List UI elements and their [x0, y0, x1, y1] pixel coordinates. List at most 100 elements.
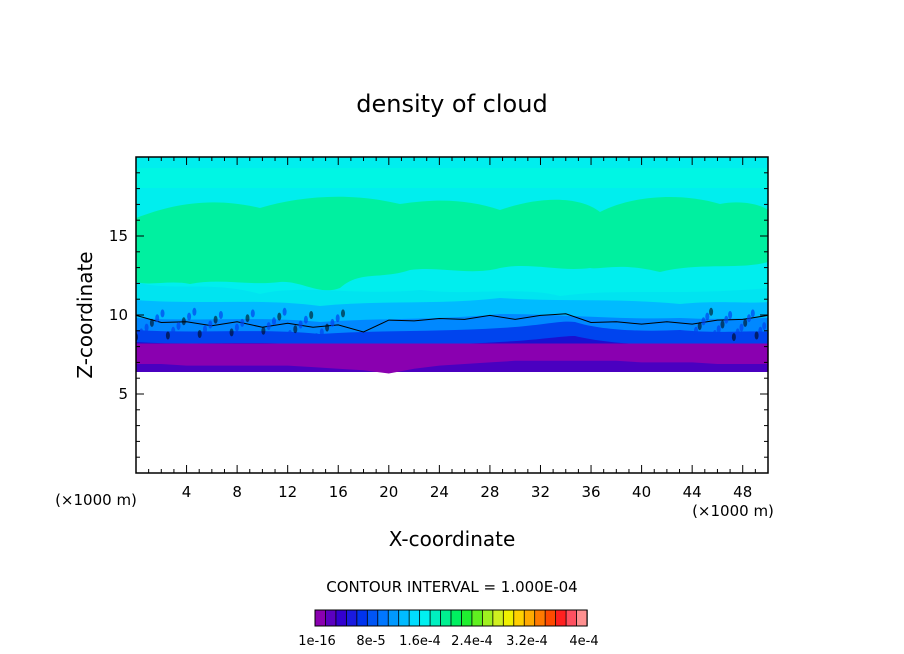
turbulence-mark — [266, 322, 271, 331]
turbulence-mark — [694, 326, 698, 335]
turbulence-mark — [716, 325, 721, 334]
y-tick-label: 15 — [109, 227, 128, 245]
turbulence-mark — [171, 326, 176, 335]
turbulence-mark — [277, 312, 282, 321]
turbulence-mark — [250, 309, 255, 318]
turbulence-mark — [697, 322, 702, 331]
turbulence-mark — [218, 311, 223, 319]
turbulence-mark — [330, 318, 335, 327]
x-tick-label: 16 — [329, 483, 348, 501]
colorbar-swatch — [398, 609, 410, 627]
turbulence-mark — [303, 315, 308, 324]
colorbar-label: 3.2e-4 — [506, 634, 548, 649]
colorbar-swatch — [492, 609, 505, 627]
colorbar-swatch — [345, 609, 358, 627]
colorbar-label: 1.6e-4 — [399, 634, 441, 649]
colorbar-swatch — [461, 609, 473, 627]
turbulence-mark — [155, 314, 160, 323]
colorbar-swatch — [440, 609, 452, 627]
colorbar-swatch — [377, 609, 389, 627]
turbulence-mark — [144, 323, 149, 332]
y-axis: 5 10 15 — [109, 172, 768, 458]
colorbar-swatch — [314, 609, 327, 627]
turbulence-mark — [139, 328, 144, 337]
colorbar-frame — [314, 609, 588, 627]
x-tick-label: 12 — [278, 483, 297, 501]
x-tick-label: 8 — [232, 483, 242, 501]
turbulence-mark — [754, 331, 759, 340]
turbulence-mark — [234, 323, 239, 332]
colorbar — [314, 609, 588, 627]
turbulence-mark — [762, 322, 767, 331]
turbulence-mark — [325, 323, 330, 332]
colorbar-swatch — [408, 609, 421, 627]
colorbar-swatch — [481, 609, 494, 627]
colorbar-swatch — [523, 609, 536, 627]
turbulence-mark — [724, 315, 729, 324]
turbulence-mark — [261, 326, 266, 335]
colorbar-swatch — [419, 609, 431, 627]
turbulence-mark — [187, 312, 192, 321]
x-units-left: (×1000 m) — [55, 491, 137, 509]
colorbar-swatch — [450, 609, 463, 627]
turbulence-mark — [341, 309, 345, 318]
y-tick-label: 5 — [118, 385, 128, 403]
turbulence-mark — [743, 318, 748, 327]
x-axis-label: X-coordinate — [389, 527, 516, 551]
turbulence-mark — [314, 333, 319, 342]
turbulence-mark — [712, 330, 717, 338]
field-upper-layer — [136, 168, 768, 188]
x-tick-label: 24 — [430, 483, 449, 501]
turbulence-mark — [176, 322, 181, 331]
turbulence-mark — [709, 307, 714, 316]
colorbar-label: 2.4e-4 — [451, 634, 493, 649]
turbulence-mark — [739, 323, 744, 332]
colorbar-swatch — [513, 609, 525, 627]
turbulence-mark — [288, 330, 292, 338]
turbulence-mark — [731, 333, 736, 342]
y-axis-label: Z-coordinate — [73, 251, 97, 378]
turbulence-mark — [229, 328, 234, 337]
x-units-right: (×1000 m) — [692, 502, 774, 520]
turbulence-mark — [165, 331, 170, 340]
cloud-top-contour — [136, 313, 768, 333]
turbulence-mark — [272, 317, 276, 326]
turbulence-mark — [750, 309, 755, 318]
turbulence-mark — [728, 311, 733, 319]
x-tick-label: 36 — [581, 483, 600, 501]
edge-turbulence — [136, 307, 767, 342]
x-tick-label: 4 — [182, 483, 192, 501]
field-band-violet — [136, 343, 768, 374]
x-tick-label: 44 — [683, 483, 702, 501]
field-layers — [136, 157, 768, 374]
turbulence-mark — [735, 328, 740, 337]
y-tick-label: 10 — [109, 306, 128, 324]
turbulence-mark — [245, 314, 250, 323]
turbulence-mark — [701, 317, 706, 326]
turbulence-mark — [197, 330, 202, 338]
turbulence-mark — [149, 318, 154, 327]
colorbar-swatch — [576, 609, 588, 627]
turbulence-mark — [705, 312, 710, 321]
contour-interval-label: CONTOUR INTERVAL = 1.000E-04 — [326, 578, 577, 596]
turbulence-mark — [192, 307, 197, 316]
x-tick-label: 28 — [480, 483, 499, 501]
colorbar-swatch — [325, 609, 337, 627]
colorbar-swatch — [544, 609, 557, 627]
turbulence-mark — [319, 328, 324, 337]
x-tick-label: 32 — [531, 483, 550, 501]
turbulence-mark — [747, 314, 751, 323]
turbulence-mark — [213, 315, 218, 324]
colorbar-label: 8e-5 — [356, 634, 385, 649]
colorbar-label: 4e-4 — [569, 634, 598, 649]
turbulence-mark — [282, 307, 287, 316]
colorbar-swatch — [335, 609, 348, 627]
colorbar-swatch — [565, 609, 578, 627]
turbulence-mark — [298, 320, 303, 329]
chart-title: density of cloud — [356, 90, 547, 118]
colorbar-swatch — [429, 609, 442, 627]
colorbar-swatch — [356, 609, 369, 627]
turbulence-mark — [160, 309, 165, 318]
turbulence-mark — [690, 331, 695, 340]
